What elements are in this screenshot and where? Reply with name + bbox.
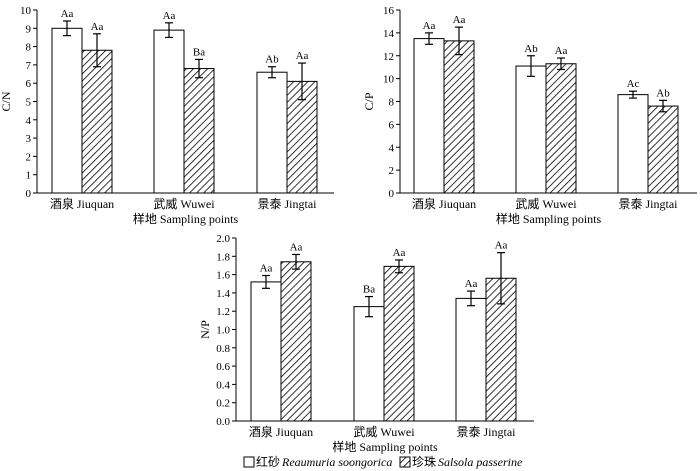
bar-np-s0-1 [353,306,385,422]
bar-cn-s0-1 [153,29,185,194]
y-tick-label-cp-2: 4 [389,142,395,154]
significance-label-np-s1-1: Aa [393,247,406,259]
bar-cn-s1-1 [183,68,215,194]
significance-label-cn-s0-2: Ab [265,54,279,66]
bar-cp-s0-1 [515,65,547,194]
bar-cn-s0-0 [51,27,83,194]
y-tick-label-np-2: 0.4 [216,379,230,391]
y-tick-label-cp-1: 2 [389,165,395,177]
significance-label-np-s1-2: Aa [495,240,508,252]
bar-cn-s0-2 [256,71,288,194]
y-tick-label-cn-3: 3 [26,133,32,145]
legend-label-cn-2: 珍珠 [412,455,436,469]
y-tick-label-np-7: 1.4 [216,288,230,300]
y-tick-label-cn-6: 6 [26,78,32,90]
legend-label-latin-1: Reaumuria soongorica [281,455,392,469]
y-tick-label-cn-9: 9 [26,23,32,35]
y-tick-label-cn-2: 2 [26,151,32,163]
y-tick-label-np-6: 1.2 [216,306,230,318]
y-tick-label-cp-7: 14 [383,28,395,40]
significance-label-cp-s0-0: Aa [423,20,436,32]
legend-label-latin-2: Salsola passerine [438,455,523,469]
y-axis-label-cp: C/P [362,92,376,110]
bar-cp-s1-0 [443,40,475,194]
category-label-np-2: 景泰 Jingtai [457,425,517,439]
category-label-cn-1: 武威 Wuwei [153,197,215,211]
y-tick-label-cp-3: 6 [389,119,395,131]
category-label-cn-0: 酒泉 Jiuquan [50,197,114,211]
bar-np-s0-2 [455,297,487,422]
significance-label-np-s1-0: Aa [290,241,303,253]
x-axis-label-cn: 样地 Sampling points [133,211,239,226]
category-label-cn-2: 景泰 Jingtai [258,197,318,211]
bar-cn-s1-0 [81,49,113,194]
y-tick-label-np-4: 0.8 [216,343,230,355]
significance-label-cp-s1-0: Aa [453,14,466,26]
significance-label-np-s0-2: Aa [465,278,478,290]
bar-np-s0-0 [250,281,282,422]
y-tick-label-cn-10: 10 [20,5,32,17]
legend: 红砂 Reaumuria soongorica 珍珠 Salsola passe… [243,454,523,469]
legend-label-cn-1: 红砂 [256,454,280,469]
category-label-cp-0: 酒泉 Jiuquan [412,197,476,211]
category-label-cp-2: 景泰 Jingtai [619,197,679,211]
chart-np: 0.0 0.2 0.4 0.6 0.8 1.0 1.2 1.4 1.6 1.8 2.0 N/P 酒泉 J… [198,233,534,454]
y-tick-label-np-3: 0.6 [216,361,230,373]
significance-label-np-s0-0: Aa [260,263,273,275]
y-tick-label-np-0: 0.0 [216,416,230,428]
y-tick-label-np-10: 2.0 [216,233,230,245]
category-label-cp-1: 武威 Wuwei [515,197,577,211]
y-tick-label-np-9: 1.8 [216,251,230,263]
significance-label-cp-s1-1: Aa [555,45,568,57]
bar-np-s1-1 [383,265,415,422]
y-tick-label-cn-4: 4 [26,115,32,127]
bar-cp-s0-2 [617,94,649,194]
significance-label-cp-s0-2: Ac [627,78,640,90]
bar-cp-s1-2 [647,105,679,194]
x-axis-label-np: 样地 Sampling points [332,439,438,454]
y-tick-label-cn-5: 5 [26,97,32,109]
significance-label-cn-s1-0: Aa [91,21,104,33]
significance-label-cn-s1-1: Ba [193,46,205,58]
y-axis-label-np: N/P [198,320,212,339]
y-tick-label-np-5: 1.0 [216,325,230,337]
chart-cp: 0 2 4 6 8 10 12 14 16 C/P 酒泉 Jiuquan 武威 Wuwei 景泰 Jin… [362,5,697,226]
bar-cp-s1-1 [545,63,577,194]
significance-label-cp-s1-2: Ab [656,87,670,99]
x-axis-label-cp: 样地 Sampling points [496,211,602,226]
significance-label-cn-s0-1: Aa [163,10,176,22]
bar-cp-s0-0 [413,38,445,194]
y-tick-label-cp-0: 0 [389,188,395,200]
chart-cn: 0 1 2 3 4 5 6 7 8 9 10 C/N 酒泉 Jiuquan 武威 Wuwei 景泰 Jing… [0,5,334,226]
significance-label-cn-s0-0: Aa [61,8,74,20]
y-tick-label-np-8: 1.6 [216,270,230,282]
significance-label-cp-s0-1: Ab [524,43,538,55]
legend-swatch-hatched [399,456,411,468]
y-tick-label-cp-8: 16 [383,5,395,17]
category-label-np-0: 酒泉 Jiuquan [249,425,313,439]
legend-swatch-open [243,456,255,468]
y-axis-label-cn: C/N [0,91,13,111]
category-label-np-1: 武威 Wuwei [353,425,415,439]
y-tick-label-cn-1: 1 [26,170,32,182]
significance-label-np-s0-1: Ba [363,284,375,296]
y-tick-label-cn-8: 8 [26,42,32,54]
y-tick-label-cn-7: 7 [26,60,32,72]
y-tick-label-cp-5: 10 [383,74,395,86]
bar-np-s1-0 [280,261,312,422]
y-tick-label-np-1: 0.2 [216,398,230,410]
y-tick-label-cp-4: 8 [389,97,395,109]
y-tick-label-cp-6: 12 [383,51,394,63]
y-tick-label-cn-0: 0 [26,188,32,200]
significance-label-cn-s1-2: Aa [296,50,309,62]
